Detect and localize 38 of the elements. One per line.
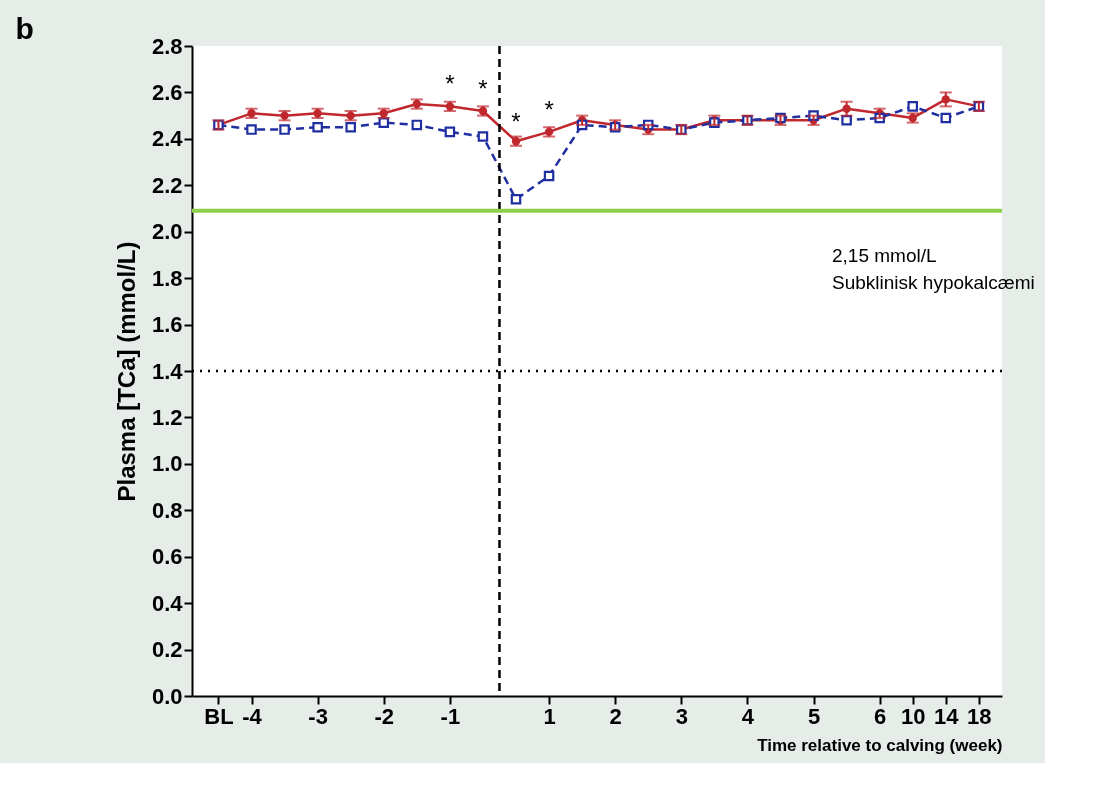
x-tick-label: -3 (308, 703, 328, 729)
y-tick-label: 0.0 (151, 683, 183, 709)
y-tick-label: 1.0 (151, 451, 183, 477)
y-tick-label: 2.4 (151, 126, 184, 152)
chart-title: b (15, 12, 34, 45)
y-tick-label: 0.6 (151, 544, 183, 570)
x-tick-label: BL (204, 703, 234, 729)
x-tick-label: 10 (900, 703, 926, 729)
annotation: * (445, 70, 455, 98)
y-tick-label: 0.8 (151, 497, 183, 523)
y-tick-label: 1.2 (151, 404, 183, 430)
y-tick-label: 1.8 (151, 265, 183, 291)
y-tick-label: 0.2 (151, 637, 183, 663)
y-tick-label: 0.4 (151, 590, 184, 616)
x-tick-label: 1 (543, 703, 556, 729)
x-tick-label: 18 (967, 703, 992, 729)
annotation: * (478, 75, 488, 103)
x-tick-label: 2 (609, 703, 622, 729)
x-axis-title: Time relative to calving (week) (757, 735, 1003, 755)
x-tick-label: 5 (807, 703, 821, 729)
y-tick-label: 2.6 (151, 79, 183, 105)
x-tick-label: 3 (675, 703, 688, 729)
x-tick-label: -1 (440, 703, 461, 729)
y-axis-title: Plasma [TCa] (mmol/L) (112, 241, 140, 502)
x-tick-label: -2 (374, 703, 395, 729)
y-tick-label: 2.2 (151, 172, 183, 198)
annotation: * (544, 96, 554, 123)
y-tick-label: 2.0 (151, 219, 183, 245)
y-tick-label: 2.8 (151, 33, 183, 59)
annotation: 2,15 mmol/L (832, 245, 937, 266)
x-tick-label: -4 (242, 703, 263, 729)
y-tick-label: 1.6 (151, 312, 183, 338)
x-tick-label: 6 (874, 703, 887, 729)
x-tick-label: 4 (741, 703, 755, 729)
x-tick-label: 14 (934, 703, 960, 729)
annotation: * (511, 107, 521, 135)
y-tick-label: 1.4 (151, 358, 184, 384)
annotation: Subklinisk hypokalcæmi (832, 272, 1035, 293)
